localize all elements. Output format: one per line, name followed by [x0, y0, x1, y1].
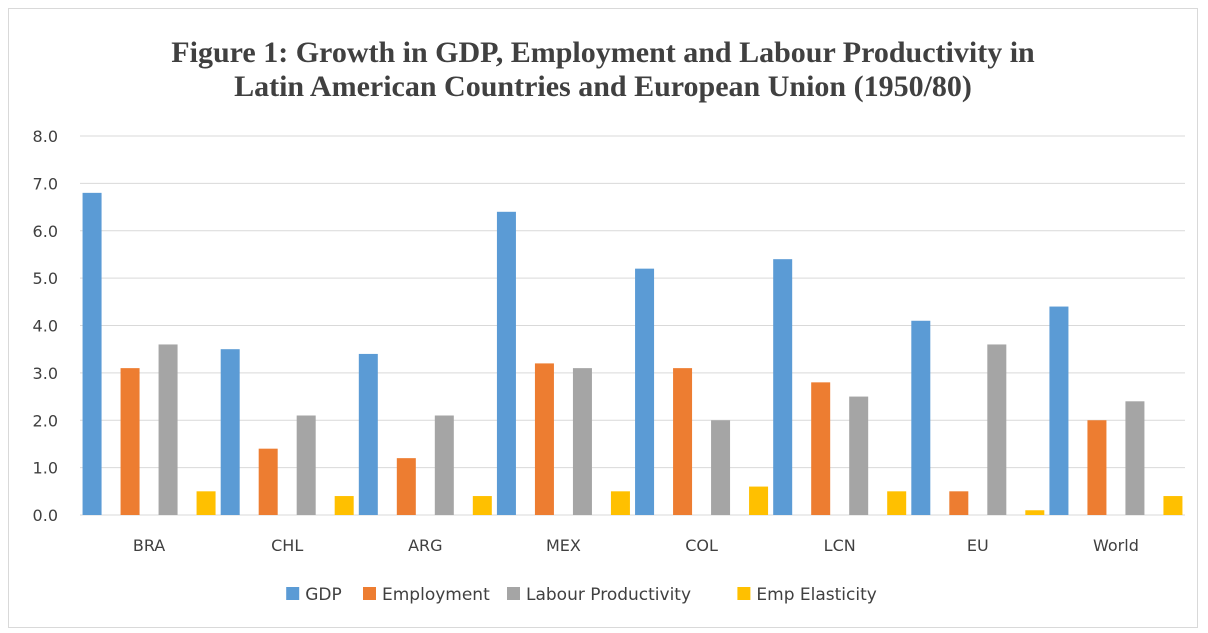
legend-label: Employment: [382, 585, 490, 605]
bar-labour-productivity: [572, 368, 592, 515]
bar-employment: [396, 458, 416, 515]
bar-employment: [120, 368, 140, 515]
bar-gdp: [635, 268, 655, 515]
bar-employment: [949, 491, 969, 515]
chart-frame: [8, 8, 1198, 628]
y-tick-label: 0.0: [33, 506, 58, 525]
legend-swatch: [507, 587, 520, 600]
bar-gdp: [773, 259, 793, 515]
y-tick-label: 5.0: [33, 269, 58, 288]
chart-title-line-1: Figure 1: Growth in GDP, Employment and …: [171, 36, 1035, 69]
x-tick-label: BRA: [133, 536, 165, 555]
bar-gdp: [358, 353, 378, 515]
bar-employment: [1087, 420, 1107, 515]
bar-emp-elasticity: [749, 486, 769, 515]
legend-swatch: [363, 587, 376, 600]
bar-labour-productivity: [987, 344, 1007, 515]
y-tick-label: 2.0: [33, 411, 58, 430]
bar-employment: [673, 368, 693, 515]
x-tick-label: CHL: [271, 536, 303, 555]
bar-labour-productivity: [711, 420, 731, 515]
bar-labour-productivity: [434, 415, 454, 515]
legend-label: Emp Elasticity: [756, 585, 876, 605]
chart-title: Figure 1: Growth in GDP, Employment and …: [8, 36, 1198, 104]
legend-swatch: [737, 587, 751, 600]
bar-emp-elasticity: [472, 496, 492, 515]
legend-label: GDP: [305, 585, 342, 605]
bar-employment: [811, 382, 831, 515]
chart-title-line-2: Latin American Countries and European Un…: [234, 70, 972, 103]
bar-gdp: [496, 211, 516, 516]
bar-gdp: [220, 349, 240, 515]
x-tick-label: LCN: [824, 536, 856, 555]
bar-emp-elasticity: [196, 491, 216, 515]
x-tick-label: ARG: [408, 536, 442, 555]
bar-labour-productivity: [158, 344, 178, 515]
y-tick-label: 6.0: [33, 222, 58, 241]
bar-emp-elasticity: [887, 491, 907, 515]
bar-gdp: [911, 320, 931, 515]
bar-employment: [258, 448, 278, 515]
bar-labour-productivity: [1125, 401, 1145, 515]
x-tick-label: World: [1093, 536, 1139, 555]
legend-label: Labour Productivity: [526, 585, 691, 605]
y-tick-label: 1.0: [33, 459, 58, 478]
bar-emp-elasticity: [610, 491, 630, 515]
legend-swatch: [286, 587, 300, 600]
bar-employment: [534, 363, 554, 515]
bar-labour-productivity: [849, 396, 869, 515]
bar-gdp: [1049, 306, 1069, 515]
x-tick-label: COL: [685, 536, 718, 555]
y-tick-label: 8.0: [33, 127, 58, 146]
y-tick-label: 4.0: [33, 317, 58, 336]
y-tick-label: 7.0: [33, 174, 58, 193]
x-tick-label: EU: [967, 536, 989, 555]
bar-labour-productivity: [296, 415, 316, 515]
bar-emp-elasticity: [1025, 510, 1045, 515]
bar-emp-elasticity: [334, 496, 354, 515]
y-tick-label: 3.0: [33, 364, 58, 383]
x-tick-label: MEX: [546, 536, 581, 555]
bar-gdp: [82, 192, 102, 515]
bar-emp-elasticity: [1163, 496, 1183, 515]
